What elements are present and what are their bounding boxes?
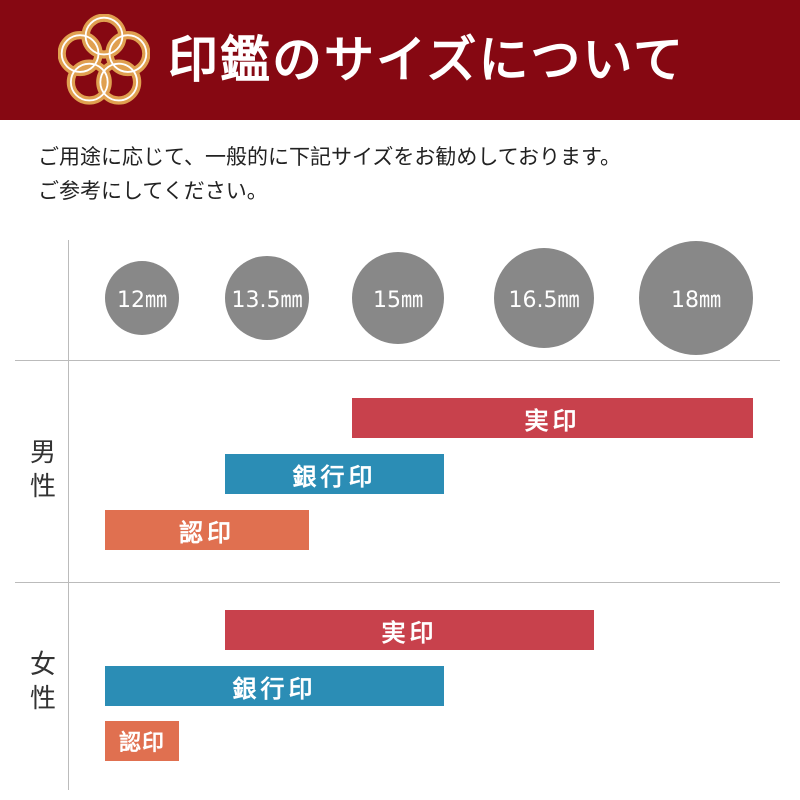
range-bar: 認印 (105, 510, 309, 550)
header-banner: 印鑑のサイズについて (0, 0, 800, 120)
size-circle: 15㎜ (352, 252, 444, 344)
range-bar: 実印 (352, 398, 753, 438)
divider-top (15, 360, 780, 361)
range-bar: 銀行印 (105, 666, 444, 706)
vertical-divider (68, 240, 69, 790)
intro-line-2: ご参考にしてください。 (38, 179, 268, 203)
size-circle: 13.5㎜ (225, 256, 309, 340)
intro-line-1: ご用途に応じて、一般的に下記サイズをお勧めしております。 (38, 145, 621, 169)
range-bar: 認印 (105, 721, 179, 761)
group-label-female: 女性 (29, 650, 56, 714)
size-circle: 16.5㎜ (494, 248, 594, 348)
group-label-male: 男性 (29, 438, 56, 502)
range-bar: 銀行印 (225, 454, 444, 494)
mizuhiki-knot-logo (58, 14, 150, 105)
range-bar: 実印 (225, 610, 594, 650)
size-circle: 18㎜ (639, 241, 753, 355)
divider-middle (15, 582, 780, 583)
intro-text: ご用途に応じて、一般的に下記サイズをお勧めしております。 ご参考にしてください。 (38, 140, 621, 208)
page-title: 印鑑のサイズについて (168, 31, 685, 89)
size-circle: 12㎜ (105, 261, 179, 335)
